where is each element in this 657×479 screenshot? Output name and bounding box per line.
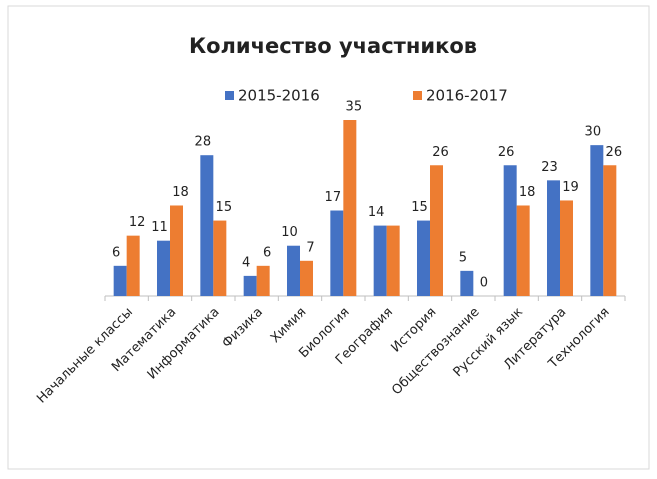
bar <box>157 240 170 296</box>
chart-title: Количество участников <box>189 34 477 58</box>
bar <box>430 165 443 296</box>
value-label: 15 <box>411 200 428 215</box>
bar <box>373 225 387 296</box>
bar <box>256 265 270 296</box>
value-label: 15 <box>216 200 233 215</box>
bar <box>113 265 127 296</box>
value-label: 18 <box>172 185 189 200</box>
bar <box>343 120 357 296</box>
bar <box>516 205 530 296</box>
value-label: 10 <box>281 225 298 240</box>
value-label: 28 <box>195 135 212 150</box>
value-label: 0 <box>480 276 488 291</box>
legend-label: 2015-2016 <box>238 87 320 105</box>
value-label: 17 <box>325 190 342 205</box>
bar <box>590 145 604 296</box>
value-label: 35 <box>346 100 363 115</box>
bar <box>300 260 313 296</box>
legend-swatch <box>225 91 234 100</box>
bar <box>417 220 430 296</box>
bar <box>386 225 400 296</box>
bar <box>460 270 474 296</box>
value-label: 26 <box>432 145 449 160</box>
value-label: 30 <box>585 125 602 140</box>
value-label: 23 <box>541 160 558 175</box>
value-label: 26 <box>606 145 623 160</box>
value-label: 6 <box>263 245 271 260</box>
legend-swatch <box>413 91 422 100</box>
value-label: 19 <box>562 180 579 195</box>
bar <box>547 180 560 296</box>
value-label: 7 <box>306 240 314 255</box>
bar <box>330 210 344 296</box>
bar <box>503 165 517 296</box>
value-label: 14 <box>368 205 385 220</box>
bar <box>287 245 300 296</box>
value-label: 6 <box>112 245 120 260</box>
value-label: 4 <box>242 255 250 270</box>
value-label: 26 <box>498 145 515 160</box>
legend-label: 2016-2017 <box>426 87 508 105</box>
value-label: 11 <box>151 220 168 235</box>
value-label: 18 <box>519 185 536 200</box>
bar <box>603 165 617 296</box>
chart-frame <box>7 5 650 470</box>
value-label: 12 <box>129 215 146 230</box>
bar <box>243 275 257 296</box>
bar <box>170 205 183 296</box>
bar <box>126 235 140 296</box>
bar <box>213 220 227 296</box>
bar <box>200 155 214 296</box>
bar <box>560 200 573 296</box>
value-label: 5 <box>459 250 467 265</box>
